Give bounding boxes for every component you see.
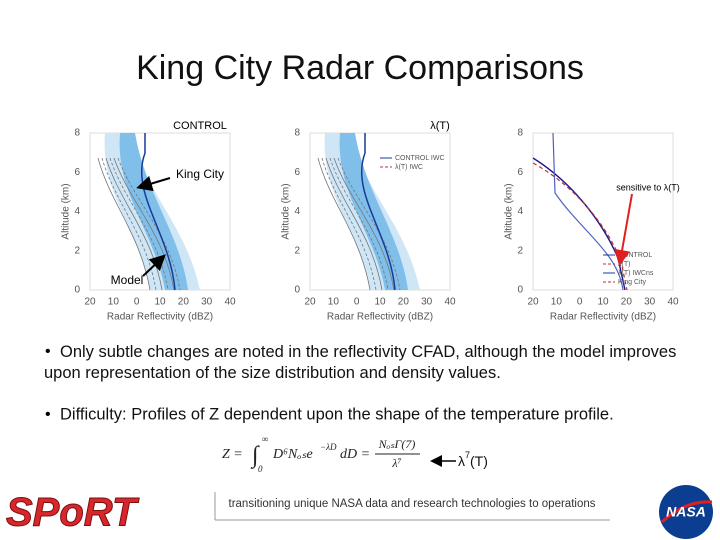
legend-entry: CONTROL [618, 252, 652, 259]
y-axis-label: Altitude (km) [61, 183, 72, 239]
note-part: (T) [470, 453, 488, 469]
profile-line [113, 157, 175, 291]
x-tick-label: 20 [621, 297, 633, 308]
formula-part: 0 [258, 464, 263, 474]
x-tick-label: 20 [527, 297, 539, 308]
x-tick-label: 10 [374, 297, 386, 308]
formula: Z = ∫ ∞ 0 D⁶Nₒₛe −λD dD = NₒₛΓ(7) λ⁷ [222, 434, 420, 474]
profile-line [317, 157, 371, 291]
formula-part: ∞ [262, 434, 268, 444]
x-tick-label: 10 [551, 297, 563, 308]
y-tick-label: 2 [517, 245, 523, 256]
y-tick-label: 0 [294, 285, 300, 296]
x-axis-label: Radar Reflectivity (dBZ) [327, 312, 433, 323]
y-tick-label: 0 [517, 285, 523, 296]
formula-part: λ⁷ [391, 456, 401, 470]
x-tick-label: 20 [178, 297, 190, 308]
legend-entry: CONTROL IWC [395, 155, 445, 162]
x-tick-label: 40 [667, 297, 679, 308]
profile-line [325, 157, 383, 291]
x-tick-label: 40 [224, 297, 236, 308]
cfad-shade [119, 133, 188, 290]
profile-line [333, 157, 395, 291]
formula-part: NₒₛΓ(7) [378, 437, 416, 451]
profile-line [105, 157, 163, 291]
sport-logo: SPoRT [6, 491, 140, 535]
profile-line [101, 157, 157, 291]
note-part: 7 [465, 450, 470, 460]
note-part: λ [458, 453, 465, 469]
profile-line [321, 157, 377, 291]
profile-line [337, 157, 401, 291]
x-tick-label: 10 [597, 297, 609, 308]
formula-part: ∫ [250, 443, 260, 470]
y-tick-label: 4 [517, 206, 523, 217]
x-tick-label: 30 [421, 297, 433, 308]
y-tick-label: 6 [517, 167, 523, 178]
x-axis-label: Radar Reflectivity (dBZ) [550, 312, 656, 323]
nasa-swoosh [660, 500, 713, 524]
annotation: King City [176, 167, 224, 181]
y-tick-label: 4 [294, 206, 300, 217]
y-tick-label: 2 [294, 245, 300, 256]
nasa-logo-disc [659, 485, 713, 539]
slide-title: King City Radar Comparisons [136, 49, 584, 87]
x-tick-label: 30 [201, 297, 213, 308]
profile-line [360, 133, 396, 291]
legend-entry: λ(T) IWC [395, 164, 423, 171]
formula-part: D⁶Nₒₛe [272, 447, 313, 462]
footer-tagline: transitioning unique NASA data and resea… [229, 498, 596, 510]
bullet-text: Difficulty: Profiles of Z dependent upon… [60, 405, 614, 423]
formula-part: Z = [222, 447, 243, 462]
legend-entry: King City [618, 279, 647, 286]
y-tick-label: 8 [294, 128, 300, 139]
x-tick-label: 10 [108, 297, 120, 308]
x-tick-label: 0 [134, 297, 140, 308]
y-tick-label: 0 [74, 285, 80, 296]
cfad-shade [339, 133, 408, 290]
nasa-logo: NASA [666, 504, 706, 520]
x-tick-label: 10 [328, 297, 340, 308]
profile-line [109, 157, 169, 291]
panel-label: CONTROL [173, 120, 227, 132]
profile-line [329, 157, 389, 291]
formula-part: −λD [320, 442, 337, 452]
x-tick-label: 0 [577, 297, 583, 308]
profile-line [97, 157, 151, 291]
x-tick-label: 20 [84, 297, 96, 308]
x-axis-label: Radar Reflectivity (dBZ) [107, 312, 213, 323]
profile-line [552, 132, 624, 291]
bullet: • [45, 406, 51, 423]
y-tick-label: 8 [74, 128, 80, 139]
x-tick-label: 0 [354, 297, 360, 308]
arrow [142, 254, 166, 277]
panel-label: λ(T) [430, 120, 450, 132]
y-tick-label: 8 [517, 128, 523, 139]
profile-line [140, 133, 176, 291]
y-tick-label: 6 [74, 167, 80, 178]
y-tick-label: 2 [74, 245, 80, 256]
bullet-text-box: Only subtle changes are noted in the ref… [44, 343, 677, 382]
x-tick-label: 20 [398, 297, 410, 308]
bullet: • [45, 343, 51, 360]
bullet-text: Only subtle changes are noted in the ref… [44, 343, 677, 382]
x-tick-label: 10 [154, 297, 166, 308]
arrow [136, 175, 171, 192]
y-tick-label: 6 [294, 167, 300, 178]
y-axis-label: Altitude (km) [281, 183, 292, 239]
x-tick-label: 40 [444, 297, 456, 308]
arrow [614, 193, 633, 266]
profile-line [117, 157, 181, 291]
y-tick-label: 4 [74, 206, 80, 217]
x-tick-label: 30 [644, 297, 656, 308]
annotation: sensitive to λ(T) [616, 182, 680, 192]
legend-entry: λ(T) IWCns [618, 270, 654, 277]
annotation: Model [111, 273, 144, 287]
formula-note: λ7(T) [458, 450, 488, 468]
y-axis-label: Altitude (km) [504, 183, 515, 239]
formula-part: dD = [340, 447, 370, 462]
x-tick-label: 20 [304, 297, 316, 308]
